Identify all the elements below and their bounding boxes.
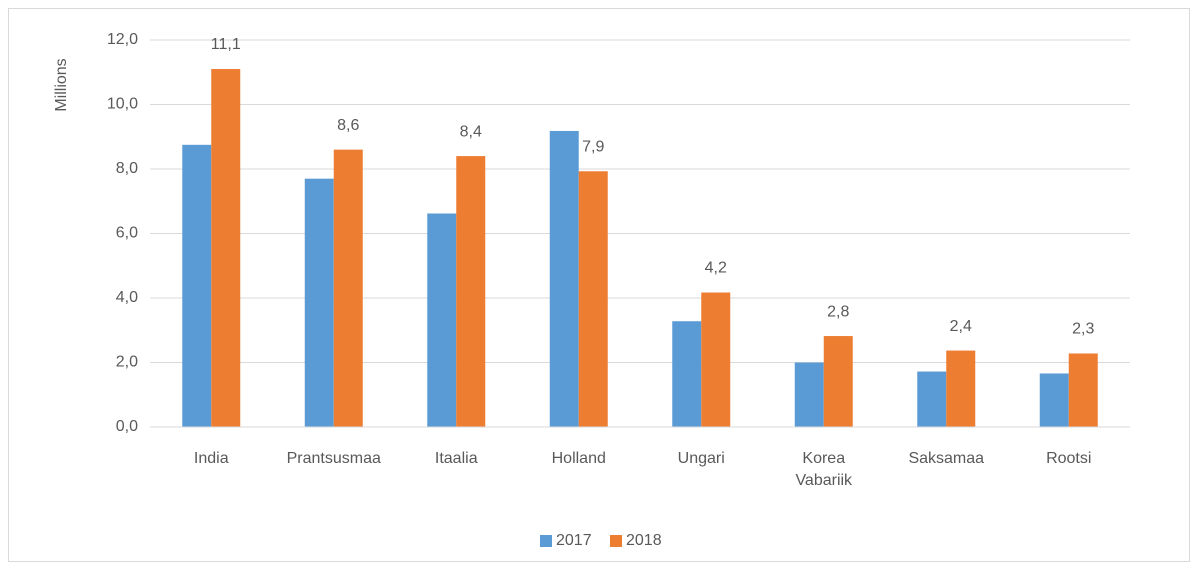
bar	[917, 371, 947, 427]
bar	[333, 149, 363, 427]
data-label: 7,9	[582, 138, 604, 155]
bar	[549, 130, 579, 427]
y-tick-label: 4,0	[116, 289, 138, 306]
x-tick-label: Ungari	[677, 450, 725, 467]
bar	[1068, 353, 1098, 427]
y-tick-label: 8,0	[116, 160, 138, 177]
bar	[182, 144, 212, 427]
legend-label: 2017	[556, 532, 592, 549]
data-label: 8,4	[460, 123, 482, 140]
x-tick-label: Prantsusmaa	[286, 450, 381, 467]
data-label: 11,1	[211, 36, 241, 53]
x-tick-label: Rootsi	[1046, 450, 1092, 467]
bar	[304, 178, 334, 427]
data-label: 2,4	[950, 318, 972, 335]
x-tick-label: India	[193, 450, 229, 467]
y-axis-label: Millions	[53, 58, 70, 111]
bar	[946, 350, 976, 427]
x-tick-label: Itaalia	[434, 450, 478, 467]
x-tick-label: Holland	[551, 450, 606, 467]
bar	[823, 336, 853, 427]
data-label: 8,6	[337, 117, 359, 134]
bar	[456, 156, 486, 427]
data-label: 2,8	[827, 303, 849, 320]
data-label: 4,2	[705, 260, 727, 277]
data-label: 2,3	[1072, 321, 1094, 338]
bar	[672, 321, 702, 427]
bar	[1039, 373, 1069, 427]
bar	[701, 292, 731, 427]
bar	[794, 362, 824, 427]
y-tick-label: 6,0	[116, 225, 138, 242]
legend-swatch	[540, 535, 552, 547]
x-tick-label: Korea Vabariik	[795, 450, 853, 489]
y-tick-label: 0,0	[116, 418, 138, 435]
x-tick-label: Saksamaa	[908, 450, 985, 467]
y-tick-label: 10,0	[107, 96, 138, 113]
bar	[427, 213, 457, 427]
legend-swatch	[610, 535, 622, 547]
y-tick-label: 12,0	[107, 31, 138, 48]
bar	[211, 69, 241, 428]
y-tick-label: 2,0	[116, 354, 138, 371]
legend-label: 2018	[626, 532, 662, 549]
bar	[578, 171, 608, 427]
